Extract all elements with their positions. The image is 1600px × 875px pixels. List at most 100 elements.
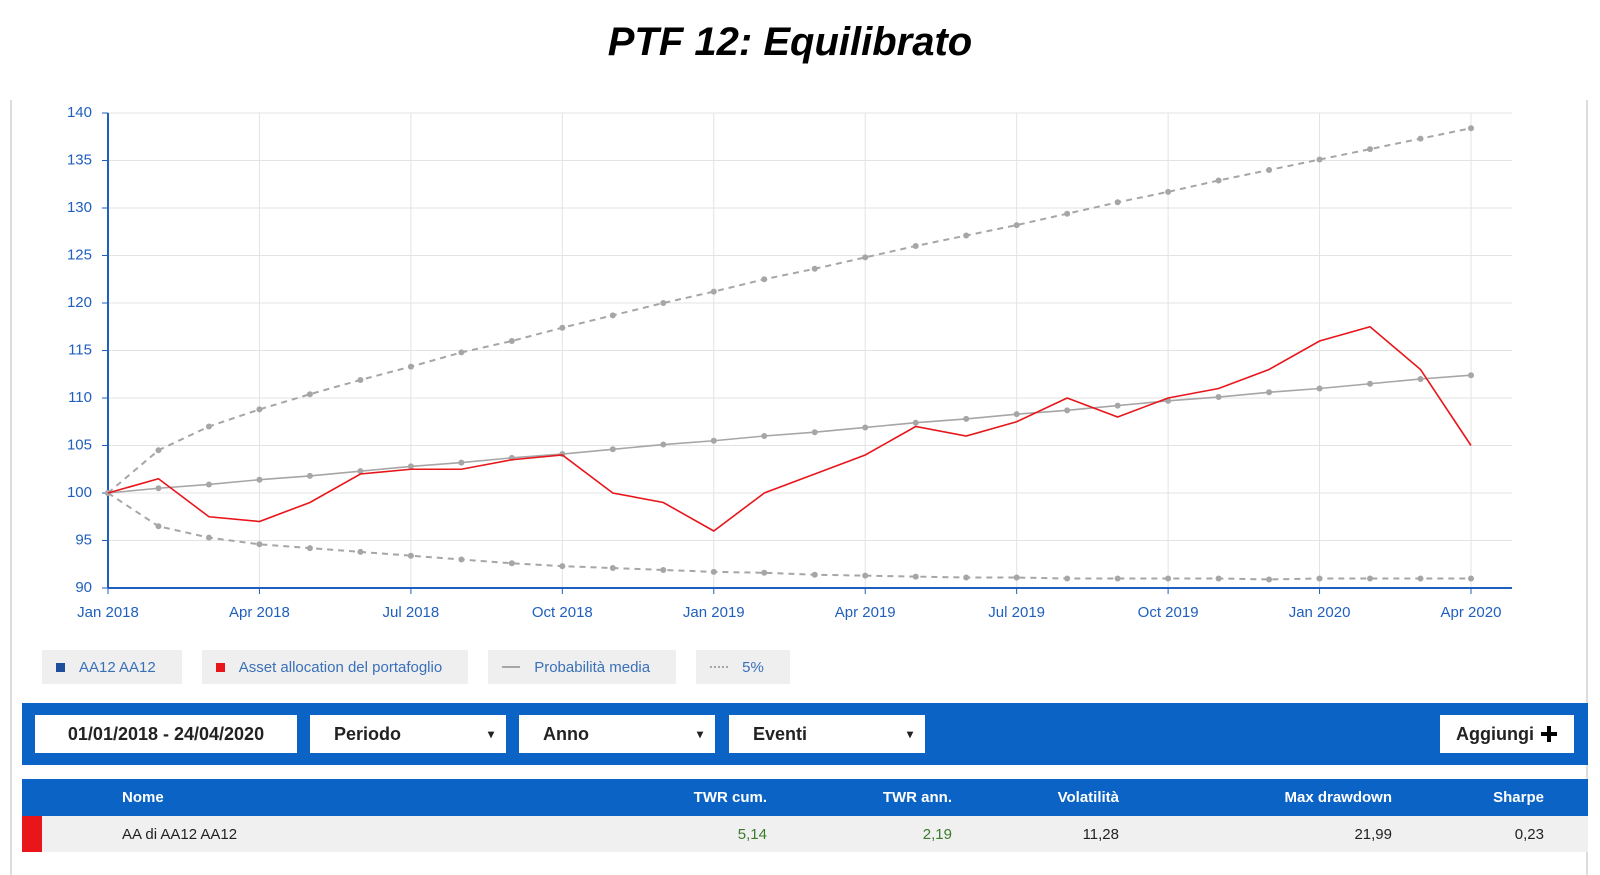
band-upper-dot xyxy=(1165,188,1172,195)
table-cell: 5,14 xyxy=(737,825,767,843)
band-upper-dot xyxy=(1316,156,1323,163)
band-upper-dot xyxy=(1215,177,1222,184)
legend-item[interactable]: Probabilità media xyxy=(488,650,677,684)
band-upper-dot xyxy=(811,265,818,272)
table-row: AA di AA12 AA12 5,14 2,19 11,28 21,99 0,23 xyxy=(22,816,1588,852)
series-line-dot xyxy=(1064,407,1071,414)
band-upper-dot xyxy=(306,391,313,398)
table-header: Nome TWR cum. TWR ann. Volatilità Max drawdo… xyxy=(22,779,1588,816)
band-lower-dot xyxy=(205,534,212,541)
legend-swatch xyxy=(56,662,65,672)
y-tick-label: 95 xyxy=(75,531,92,548)
band-lower-dot xyxy=(407,552,414,559)
legend-item[interactable]: 5% xyxy=(696,650,790,684)
band-lower-dot xyxy=(811,571,818,578)
series-line-dot xyxy=(306,472,313,479)
band-upper-dot xyxy=(710,288,717,295)
x-tick-label: Jan 2020 xyxy=(1289,604,1351,621)
band-upper xyxy=(107,127,1472,494)
x-tick-label: Jan 2019 xyxy=(683,604,745,621)
series-line-dot xyxy=(1114,402,1121,409)
x-tick-label: Jul 2018 xyxy=(383,604,440,621)
band-lower-dot xyxy=(306,545,313,552)
legend-item[interactable]: Asset allocation del portafoglio xyxy=(201,650,469,684)
band-upper-dot xyxy=(1367,146,1374,153)
band-upper-dot xyxy=(963,232,970,239)
band-lower-dot xyxy=(862,572,869,579)
y-tick-label: 105 xyxy=(67,436,92,453)
page-title: PTF 12: Equilibrato xyxy=(607,20,973,64)
band-upper-dot xyxy=(1064,210,1071,217)
band-upper-dot xyxy=(357,376,364,383)
band-lower-dot xyxy=(256,541,263,548)
series-line-dot xyxy=(357,468,364,475)
x-tick-label: Oct 2018 xyxy=(532,604,593,621)
band-upper-dot xyxy=(508,338,515,344)
series-line-dot xyxy=(1316,385,1323,392)
y-tick-label: 120 xyxy=(67,294,92,311)
plus-icon xyxy=(1540,726,1557,742)
band-lower-dot xyxy=(609,565,616,572)
table-cell: Sharpe xyxy=(1493,789,1544,806)
series-line-dot xyxy=(811,429,818,436)
band-lower-dot xyxy=(660,566,667,573)
y-tick-label: 100 xyxy=(67,484,92,501)
y-tick-label: 140 xyxy=(67,104,92,121)
band-lower-dot xyxy=(1114,575,1121,582)
band-lower-dot xyxy=(1316,575,1323,582)
band-upper-dot xyxy=(862,254,869,261)
band-lower-dot xyxy=(155,523,162,530)
year-select[interactable]: Anno xyxy=(519,715,715,753)
band-lower-dot xyxy=(1266,576,1273,583)
legend-label: AA12 AA12 xyxy=(79,658,156,676)
band-upper-dot xyxy=(912,243,919,249)
band-upper-dot xyxy=(256,406,263,413)
band-lower-dot xyxy=(1468,575,1474,582)
table-cell: Volatilità xyxy=(1057,789,1119,806)
table-cell: AA di AA12 AA12 xyxy=(122,825,238,843)
band-lower-dot xyxy=(912,573,919,580)
band-lower-dot xyxy=(357,548,364,555)
series-line-dot xyxy=(1266,389,1273,396)
band-lower-dot xyxy=(1013,574,1020,581)
series-line xyxy=(107,325,1472,532)
series-line-dot xyxy=(1468,372,1474,379)
band-lower-dot xyxy=(1215,575,1222,582)
band-upper-dot xyxy=(1468,125,1474,132)
series-line-dot xyxy=(1215,394,1222,401)
x-tick-label: Apr 2019 xyxy=(835,604,896,621)
series-line-dot xyxy=(205,481,212,488)
band-lower-dot xyxy=(963,574,970,581)
legend-item[interactable]: AA12 AA12 xyxy=(42,650,182,684)
legend-label: 5% xyxy=(742,658,764,676)
series-line-dot xyxy=(1417,376,1424,382)
series-line-dot xyxy=(609,446,616,453)
band-upper-dot xyxy=(1114,199,1121,206)
add-label: Aggiungi xyxy=(1456,723,1534,744)
series-line-dot xyxy=(660,441,667,448)
band-upper-dot xyxy=(205,423,212,430)
series-line-dot xyxy=(458,459,465,466)
chart: 90 95 100 105 110 115 120 125 130 135 140 Jan 2018 A… xyxy=(67,104,1512,621)
band-upper-dot xyxy=(660,300,667,306)
y-tick-label: 130 xyxy=(67,199,92,216)
events-select[interactable]: Eventi xyxy=(729,715,925,753)
series-line-dot xyxy=(1013,411,1020,418)
band-lower-dot xyxy=(1165,575,1172,582)
period-select[interactable]: Periodo xyxy=(310,715,506,753)
table-cell: 21,99 xyxy=(1354,825,1392,843)
y-tick-label: 125 xyxy=(67,246,92,263)
legend-swatch xyxy=(215,662,225,672)
band-upper-dot xyxy=(1417,135,1424,142)
date-range[interactable]: 01/01/2018 - 24/04/2020 xyxy=(35,715,297,753)
y-tick-label: 110 xyxy=(68,389,92,406)
series-line-dot xyxy=(1367,380,1374,387)
add-button[interactable]: Aggiungi xyxy=(1440,715,1574,753)
legend-label: Asset allocation del portafoglio xyxy=(238,658,443,676)
band-lower-dot xyxy=(458,556,465,563)
x-tick-label: Oct 2019 xyxy=(1138,604,1199,621)
y-tick-label: 135 xyxy=(67,151,92,168)
legend-label: Probabilità media xyxy=(534,658,651,676)
band-lower-dot xyxy=(1417,575,1424,582)
